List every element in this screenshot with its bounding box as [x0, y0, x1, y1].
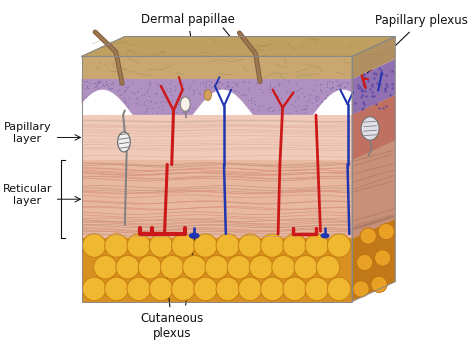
Circle shape: [261, 234, 284, 257]
Circle shape: [105, 277, 128, 301]
Circle shape: [182, 256, 206, 279]
Circle shape: [138, 256, 162, 279]
Text: Papillary plexus: Papillary plexus: [367, 15, 467, 72]
Polygon shape: [82, 115, 352, 160]
Circle shape: [374, 250, 391, 266]
Circle shape: [105, 234, 128, 257]
Polygon shape: [352, 140, 395, 239]
Circle shape: [172, 234, 195, 257]
Ellipse shape: [118, 132, 130, 152]
Circle shape: [294, 256, 318, 279]
Circle shape: [227, 256, 251, 279]
Circle shape: [356, 254, 373, 271]
Ellipse shape: [189, 233, 200, 239]
Polygon shape: [82, 37, 395, 56]
Circle shape: [305, 277, 328, 301]
Text: Dermal papillae: Dermal papillae: [141, 13, 235, 85]
Circle shape: [249, 256, 273, 279]
Polygon shape: [352, 140, 395, 239]
Polygon shape: [82, 79, 352, 115]
Circle shape: [205, 256, 228, 279]
Circle shape: [272, 256, 295, 279]
Circle shape: [305, 234, 328, 257]
Circle shape: [194, 234, 217, 257]
Polygon shape: [82, 56, 352, 79]
Circle shape: [360, 228, 376, 244]
Polygon shape: [352, 37, 395, 79]
Circle shape: [216, 277, 239, 301]
Circle shape: [82, 277, 106, 301]
Circle shape: [127, 277, 150, 301]
Ellipse shape: [204, 90, 211, 100]
Circle shape: [194, 277, 217, 301]
Circle shape: [353, 281, 369, 297]
Circle shape: [378, 223, 394, 240]
Ellipse shape: [361, 117, 379, 140]
Text: Reticular
layer: Reticular layer: [3, 184, 52, 206]
Circle shape: [116, 256, 139, 279]
Circle shape: [149, 234, 173, 257]
Ellipse shape: [180, 97, 190, 111]
Circle shape: [328, 234, 351, 257]
Circle shape: [371, 276, 387, 293]
Polygon shape: [82, 239, 352, 301]
Circle shape: [216, 234, 239, 257]
Circle shape: [283, 277, 306, 301]
Circle shape: [238, 234, 262, 257]
Circle shape: [328, 277, 351, 301]
Text: Papillary
layer: Papillary layer: [4, 122, 51, 144]
Text: Cutaneous
plexus: Cutaneous plexus: [140, 236, 203, 340]
Circle shape: [149, 277, 173, 301]
Polygon shape: [352, 95, 395, 160]
Circle shape: [261, 277, 284, 301]
Circle shape: [160, 256, 184, 279]
Circle shape: [238, 277, 262, 301]
Circle shape: [82, 234, 106, 257]
Circle shape: [172, 277, 195, 301]
Polygon shape: [352, 219, 395, 301]
Circle shape: [94, 256, 117, 279]
Circle shape: [127, 234, 150, 257]
Polygon shape: [82, 160, 352, 239]
Circle shape: [316, 256, 340, 279]
Polygon shape: [352, 95, 395, 160]
Polygon shape: [352, 59, 395, 115]
Ellipse shape: [320, 233, 329, 239]
Circle shape: [283, 234, 306, 257]
